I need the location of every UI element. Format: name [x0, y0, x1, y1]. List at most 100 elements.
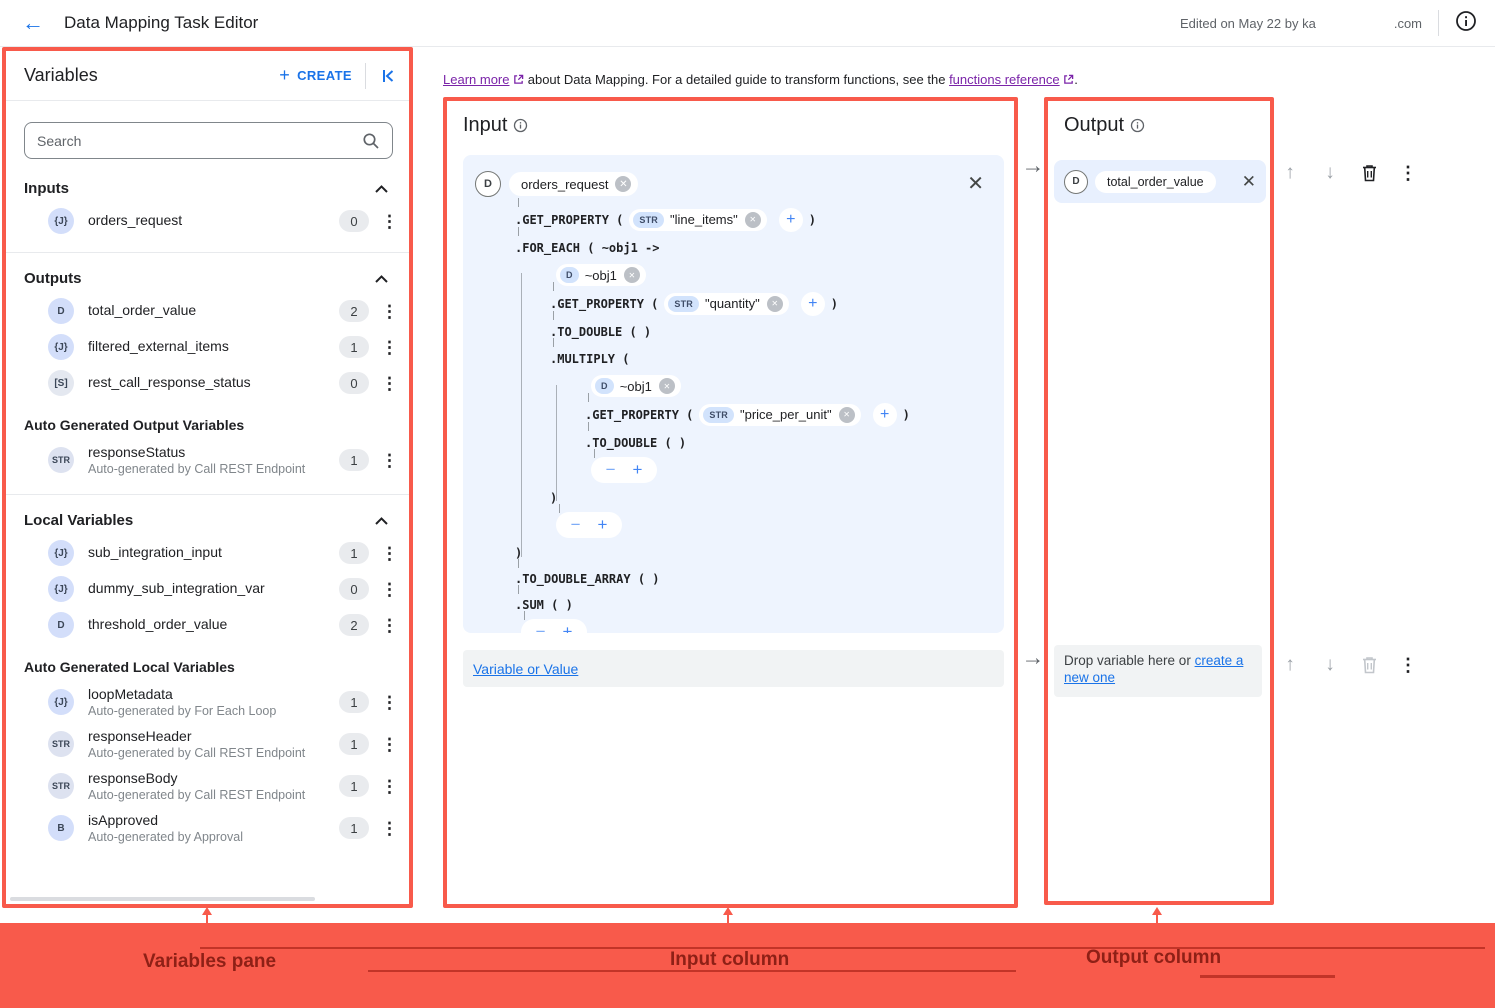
argument-value: ~obj1 [619, 378, 652, 394]
local-variables-section-header: Local Variables [6, 495, 409, 535]
remove-argument-icon[interactable]: ✕ [744, 211, 761, 228]
string-argument-chip[interactable]: STR "quantity" ✕ [664, 292, 789, 315]
chevron-up-icon[interactable] [374, 516, 389, 526]
usage-count-badge: 2 [339, 300, 369, 322]
remove-argument-icon[interactable]: ✕ [658, 378, 675, 394]
remove-output-icon[interactable]: ✕ [1241, 172, 1256, 191]
add-function-icon[interactable]: + [562, 622, 573, 633]
more-options-icon[interactable]: ⋮ [381, 734, 398, 754]
variable-name: rest_call_response_status [88, 374, 251, 390]
str-type-chip: STR [633, 211, 664, 228]
trash-icon[interactable] [1360, 163, 1379, 183]
variable-row[interactable]: STR responseStatus Auto-generated by Cal… [6, 439, 409, 481]
variable-row[interactable]: {J} dummy_sub_integration_var 0 ⋮ [6, 571, 409, 607]
plus-icon: + [279, 65, 291, 85]
variable-row[interactable]: {J} filtered_external_items 1 ⋮ [6, 329, 409, 365]
code-line: .TO_DOUBLE ( ) [585, 422, 992, 456]
function-token: .FOR_EACH ( ~obj1 -> [515, 240, 660, 255]
variable-chip[interactable]: total_order_value [1095, 170, 1216, 193]
variable-row[interactable]: D total_order_value 2 ⋮ [6, 293, 409, 329]
string-argument-chip[interactable]: STR "line_items" ✕ [629, 208, 767, 231]
more-options-icon[interactable]: ⋮ [381, 818, 398, 838]
variable-row[interactable]: {J} orders_request 0 ⋮ [6, 203, 409, 239]
remove-function-icon[interactable]: − [570, 515, 581, 534]
panel-divider [365, 62, 366, 89]
delete-mapping-row-icon[interactable]: ✕ [967, 173, 984, 195]
move-down-icon[interactable]: ↓ [1325, 654, 1335, 675]
variable-name: threshold_order_value [88, 616, 228, 632]
remove-function-icon[interactable]: − [605, 460, 616, 479]
mapping-expression-card: D orders_request ✕ ✕ .GET_PROPERTY ( STR… [463, 155, 1004, 633]
variable-chip[interactable]: orders_request ✕ [509, 172, 639, 196]
learn-more-link[interactable]: Learn more [443, 72, 510, 87]
mapping-row-actions: ↑ ↓ ⋮ [1280, 162, 1417, 184]
more-options-icon[interactable]: ⋮ [1399, 162, 1417, 183]
auto-generated-output-variables-header: Auto Generated Output Variables [24, 417, 245, 433]
more-options-icon[interactable]: ⋮ [381, 211, 398, 231]
remove-argument-icon[interactable]: ✕ [838, 406, 855, 423]
info-icon[interactable] [1455, 10, 1477, 37]
function-stepper: − + [591, 457, 657, 483]
variable-row[interactable]: STR responseBody Auto-generated by Call … [6, 765, 409, 807]
string-argument-chip[interactable]: STR "price_per_unit" ✕ [699, 403, 861, 426]
more-options-icon[interactable]: ⋮ [381, 776, 398, 796]
variables-title: Variables [24, 65, 98, 85]
info-icon[interactable] [513, 118, 528, 133]
horizontal-scrollbar[interactable] [10, 897, 315, 901]
move-up-icon[interactable]: ↑ [1285, 654, 1295, 675]
input-title-text: Input [463, 114, 508, 136]
remove-function-icon[interactable]: − [535, 622, 546, 633]
more-options-icon[interactable]: ⋮ [381, 543, 398, 563]
more-options-icon[interactable]: ⋮ [381, 301, 398, 321]
output-drop-zone[interactable]: Drop variable here or create a new one [1054, 645, 1262, 697]
variable-row[interactable]: B isApproved Auto-generated by Approval … [6, 807, 409, 849]
page-title: Data Mapping Task Editor [64, 13, 259, 32]
chevron-up-icon[interactable] [374, 274, 389, 284]
add-argument-icon[interactable]: + [872, 402, 897, 427]
more-options-icon[interactable]: ⋮ [381, 579, 398, 599]
more-options-icon[interactable]: ⋮ [381, 450, 398, 470]
create-new-variable-link[interactable]: create a new one [1064, 653, 1244, 685]
add-function-icon[interactable]: + [597, 515, 608, 534]
annotation-arrow-up [201, 907, 213, 923]
add-argument-icon[interactable]: + [800, 291, 825, 316]
more-options-icon[interactable]: ⋮ [381, 337, 398, 357]
move-down-icon[interactable]: ↓ [1325, 162, 1335, 183]
variable-argument-chip[interactable]: D ~obj1 ✕ [591, 375, 681, 397]
variable-row[interactable]: {J} loopMetadata Auto-generated by For E… [6, 681, 409, 723]
collapse-panel-icon[interactable] [379, 67, 397, 85]
chevron-up-icon[interactable] [374, 184, 389, 194]
move-up-icon[interactable]: ↑ [1285, 162, 1295, 183]
more-options-icon[interactable]: ⋮ [1399, 654, 1417, 675]
back-icon[interactable]: ← [22, 10, 44, 35]
variable-row[interactable]: [S] rest_call_response_status 0 ⋮ [6, 365, 409, 401]
remove-argument-icon[interactable]: ✕ [623, 267, 640, 283]
annotation-line [200, 947, 1485, 949]
function-stepper: − + [521, 619, 587, 633]
search-input[interactable] [37, 132, 362, 149]
argument-value: "price_per_unit" [739, 407, 832, 422]
function-token: .TO_DOUBLE_ARRAY ( ) [515, 572, 660, 586]
add-argument-icon[interactable]: + [778, 207, 803, 232]
double-type-chip: D [560, 267, 579, 283]
more-options-icon[interactable]: ⋮ [381, 692, 398, 712]
info-icon[interactable] [1130, 118, 1145, 133]
remove-chip-icon[interactable]: ✕ [615, 176, 632, 192]
add-function-icon[interactable]: + [632, 460, 643, 479]
create-variable-button[interactable]: + CREATE [279, 65, 352, 86]
remove-argument-icon[interactable]: ✕ [766, 295, 783, 312]
variable-row[interactable]: D threshold_order_value 2 ⋮ [6, 607, 409, 643]
usage-count-badge: 2 [339, 614, 369, 636]
variable-argument-chip[interactable]: D ~obj1 ✕ [556, 264, 646, 286]
variable-row[interactable]: {J} sub_integration_input 1 ⋮ [6, 535, 409, 571]
variable-or-value-link[interactable]: Variable or Value [473, 660, 579, 677]
more-options-icon[interactable]: ⋮ [381, 373, 398, 393]
search-icon[interactable] [362, 132, 380, 150]
functions-reference-link[interactable]: functions reference [949, 72, 1060, 87]
usage-count-badge: 1 [339, 336, 369, 358]
variable-row[interactable]: STR responseHeader Auto-generated by Cal… [6, 723, 409, 765]
more-options-icon[interactable]: ⋮ [381, 615, 398, 635]
create-label: CREATE [297, 68, 352, 83]
variables-panel-header: Variables + CREATE [6, 51, 409, 101]
code-line: D ~obj1 ✕ [550, 261, 992, 289]
